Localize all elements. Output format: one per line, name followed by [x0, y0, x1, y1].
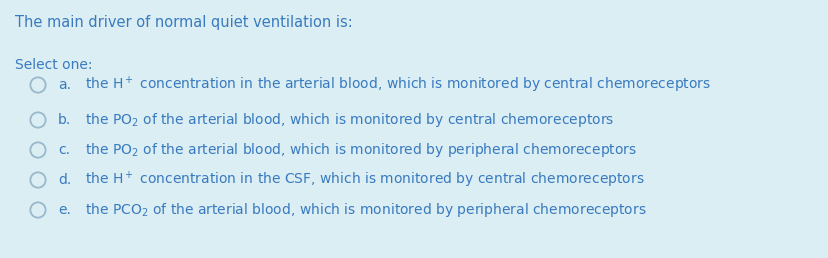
Text: e.: e.: [58, 203, 70, 217]
Text: the PO$_2$ of the arterial blood, which is monitored by central chemoreceptors: the PO$_2$ of the arterial blood, which …: [85, 111, 614, 129]
Text: the H$^+$ concentration in the arterial blood, which is monitored by central che: the H$^+$ concentration in the arterial …: [85, 75, 710, 95]
Text: Select one:: Select one:: [15, 58, 93, 72]
Text: a.: a.: [58, 78, 71, 92]
Text: b.: b.: [58, 113, 71, 127]
Text: the PCO$_2$ of the arterial blood, which is monitored by peripheral chemorecepto: the PCO$_2$ of the arterial blood, which…: [85, 201, 646, 219]
Text: the PO$_2$ of the arterial blood, which is monitored by peripheral chemoreceptor: the PO$_2$ of the arterial blood, which …: [85, 141, 636, 159]
Text: c.: c.: [58, 143, 70, 157]
Text: the H$^+$ concentration in the CSF, which is monitored by central chemoreceptors: the H$^+$ concentration in the CSF, whic…: [85, 170, 643, 190]
Text: d.: d.: [58, 173, 71, 187]
Text: The main driver of normal quiet ventilation is:: The main driver of normal quiet ventilat…: [15, 15, 353, 30]
